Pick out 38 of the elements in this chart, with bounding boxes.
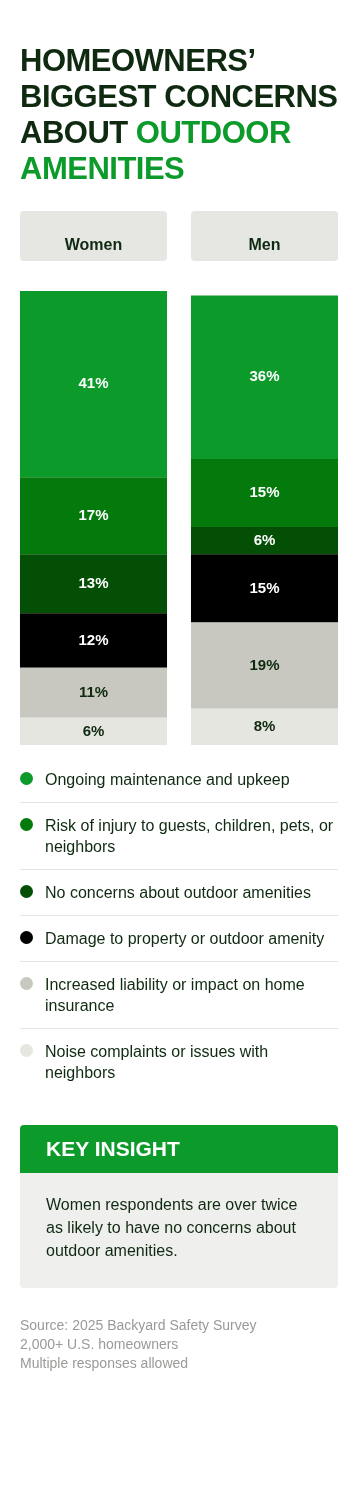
data-label: 12% bbox=[78, 630, 109, 648]
legend-label: Increased liability or impact on home insurance bbox=[45, 975, 306, 1016]
legend-label: Noise complaints or issues with neighbors bbox=[45, 1042, 270, 1083]
data-label: 11% bbox=[78, 682, 109, 700]
data-label: 8% bbox=[253, 716, 276, 734]
legend-label: No concerns about outdoor amenities bbox=[45, 883, 311, 903]
data-label: 19% bbox=[249, 655, 280, 673]
data-label: 17% bbox=[78, 505, 109, 523]
legend-label: Damage to property or outdoor amenity bbox=[45, 929, 325, 949]
legend-label: Ongoing maintenance and upkeep bbox=[45, 770, 290, 790]
bar bbox=[190, 295, 339, 459]
bar bbox=[190, 458, 339, 528]
bar bbox=[19, 554, 168, 614]
bar bbox=[190, 527, 339, 555]
bar bbox=[19, 477, 168, 555]
legend-label: Risk of injury to guests, children, pets, or neighbors bbox=[45, 816, 335, 857]
text: Women respondents are over twice as likely to have no concerns about outdoor amenities. bbox=[45, 1195, 299, 1261]
text: 2,000+ U.S. homeowners bbox=[20, 1335, 180, 1354]
bar bbox=[19, 613, 168, 668]
bar bbox=[190, 622, 339, 709]
chart-title: HOMEOWNERS’ BIGGEST CONCERNS ABOUT OUTDOOR AMENITIES bbox=[20, 43, 338, 186]
bar bbox=[19, 291, 168, 478]
data-label: 15% bbox=[249, 578, 280, 596]
bar bbox=[190, 554, 339, 623]
bar bbox=[190, 708, 339, 745]
bar bbox=[19, 667, 168, 718]
text: KEY INSIGHT bbox=[20, 1125, 338, 1173]
data-label: 15% bbox=[249, 483, 280, 501]
x-tick-label: Women bbox=[64, 235, 123, 253]
data-label: 36% bbox=[249, 367, 280, 385]
data-label: 6% bbox=[253, 530, 276, 548]
bar bbox=[19, 717, 168, 745]
x-tick-label: Men bbox=[248, 235, 281, 253]
text: Multiple responses allowed bbox=[20, 1354, 190, 1373]
source-note: Source: 2025 Backyard Safety Survey bbox=[20, 1316, 258, 1335]
data-label: 13% bbox=[78, 573, 109, 591]
data-label: 6% bbox=[82, 721, 105, 739]
data-label: 41% bbox=[78, 374, 109, 392]
